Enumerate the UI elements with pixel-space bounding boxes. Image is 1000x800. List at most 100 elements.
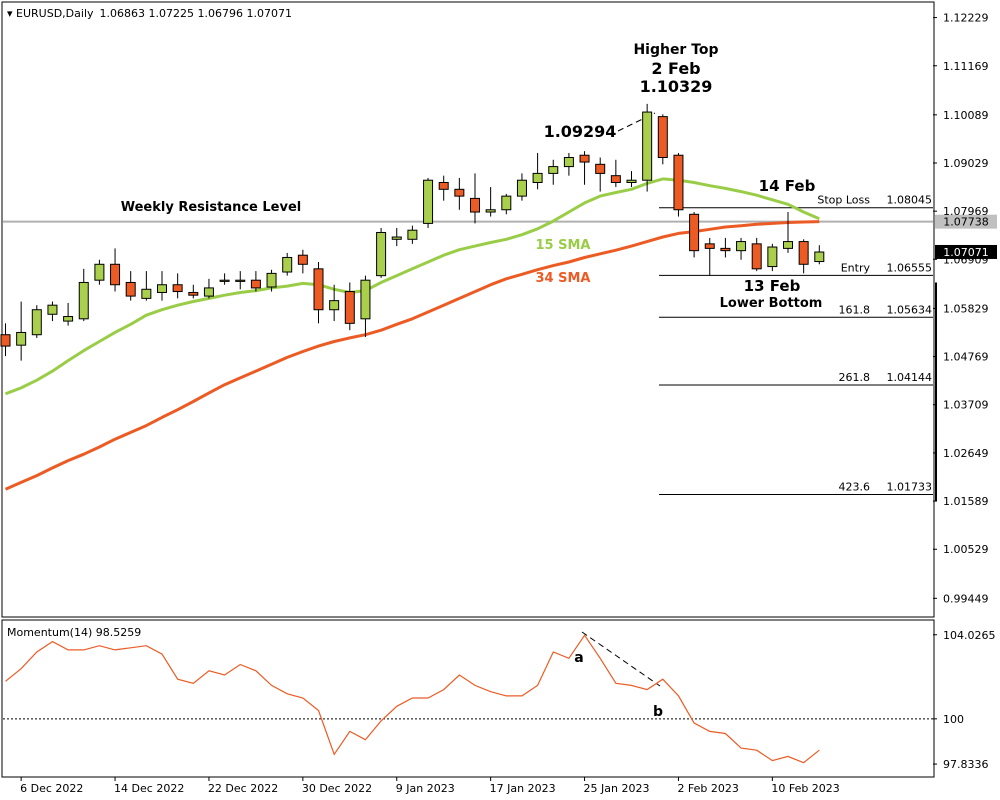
label-mom-b: b xyxy=(653,704,663,720)
momentum-y-tick-label: 97.8336 xyxy=(943,758,989,771)
candle xyxy=(78,268,89,322)
candle-body xyxy=(595,163,606,174)
candle xyxy=(501,193,512,215)
candle-body xyxy=(203,287,214,297)
x-tick-label: 2 Feb 2023 xyxy=(677,782,738,795)
candle xyxy=(157,271,167,301)
candle xyxy=(172,273,183,299)
label-14-feb: 14 Feb xyxy=(759,177,816,195)
candle xyxy=(125,271,136,301)
y-tick-label: 1.05829 xyxy=(943,302,989,315)
y-tick-label: 1.07969 xyxy=(943,205,989,218)
y-tick-label: 1.03709 xyxy=(943,399,989,412)
candle xyxy=(0,323,11,357)
candle xyxy=(203,278,214,299)
candle xyxy=(642,103,653,192)
candle-body xyxy=(485,209,496,213)
candle xyxy=(751,237,762,272)
header-ohlc: 1.06863 1.07225 1.06796 1.07071 xyxy=(100,7,292,20)
x-tick-label: 17 Jan 2023 xyxy=(490,782,556,795)
level-value-3: 1.05634 xyxy=(887,303,933,316)
level-tag-3: 161.8 xyxy=(839,303,871,316)
y-tick-label: 1.11169 xyxy=(943,60,989,73)
candle xyxy=(219,273,230,285)
momentum-y-tick-label: 104.0265 xyxy=(943,629,996,642)
candle-body xyxy=(16,331,27,346)
level-tag-1: Stop Loss xyxy=(817,194,870,207)
header-arrow-icon: ▾ xyxy=(7,7,16,20)
candle-body xyxy=(125,281,136,297)
candle-body xyxy=(736,241,747,252)
candle-body xyxy=(313,268,324,311)
label-higher-top-date: 2 Feb xyxy=(651,59,700,78)
candle-body xyxy=(172,284,183,293)
candle-body xyxy=(344,291,355,324)
candle-body xyxy=(689,213,700,252)
candle-body xyxy=(626,179,637,183)
level-tag-5: 423.6 xyxy=(839,481,871,494)
candle-body xyxy=(470,197,480,213)
candle-body xyxy=(438,181,449,190)
candle xyxy=(610,159,621,188)
candle xyxy=(814,245,825,265)
main-panel-border xyxy=(1,1,935,618)
candle xyxy=(188,284,199,299)
y-tick-label: 1.12229 xyxy=(943,12,989,25)
candle xyxy=(47,301,58,322)
candle-body xyxy=(720,247,731,252)
y-tick-label: 0.99449 xyxy=(943,592,989,605)
candle xyxy=(516,173,527,201)
label-prev-top-value: 1.09294 xyxy=(544,122,617,141)
candle xyxy=(736,237,747,260)
level-tag-2: Entry xyxy=(841,261,871,274)
candle xyxy=(94,259,105,285)
candle xyxy=(313,262,324,324)
candle-body xyxy=(673,154,684,211)
candle-body xyxy=(610,175,621,183)
candle xyxy=(563,152,574,176)
momentum-panel-border xyxy=(1,619,935,778)
candle-body xyxy=(767,246,778,268)
candle-body xyxy=(548,166,559,174)
current-price-tag xyxy=(935,244,997,259)
x-tick-label: 25 Jan 2023 xyxy=(584,782,650,795)
x-tick-label: 14 Dec 2022 xyxy=(114,782,184,795)
x-tick-label: 9 Jan 2023 xyxy=(396,782,455,795)
candle-body xyxy=(47,304,58,315)
candle-body xyxy=(110,263,121,286)
candle xyxy=(407,225,418,244)
label-higher-top: Higher Top xyxy=(633,42,718,58)
x-tick-label: 22 Dec 2022 xyxy=(208,782,278,795)
candle-body xyxy=(563,156,574,168)
y-tick-label: 1.04769 xyxy=(943,351,989,364)
label-13-feb: 13 Feb xyxy=(744,277,801,295)
momentum-divergence-line xyxy=(581,631,661,687)
candle-body xyxy=(751,243,762,270)
candle-body xyxy=(235,279,246,282)
x-tick-label: 6 Dec 2022 xyxy=(20,782,83,795)
candle-body xyxy=(642,111,653,181)
label-mom-a: a xyxy=(574,650,583,666)
candle xyxy=(689,212,700,258)
candle-body xyxy=(329,300,340,311)
candle xyxy=(485,187,496,217)
candle xyxy=(344,282,355,331)
candle xyxy=(438,175,449,201)
candle-body xyxy=(376,231,387,277)
candle xyxy=(266,269,277,292)
candle xyxy=(626,171,637,188)
candle xyxy=(297,249,308,274)
candle-body xyxy=(188,291,199,296)
candle-body xyxy=(501,195,512,211)
candle-body xyxy=(94,263,105,281)
level-tag-4: 261.8 xyxy=(839,371,871,384)
momentum-y-tick-label: 100 xyxy=(943,713,964,726)
candle-body xyxy=(63,316,74,322)
candle-body xyxy=(297,254,308,265)
candle xyxy=(31,305,42,338)
candle xyxy=(720,237,731,258)
candle xyxy=(235,271,246,290)
candle-body xyxy=(250,279,261,289)
candle xyxy=(470,173,480,224)
